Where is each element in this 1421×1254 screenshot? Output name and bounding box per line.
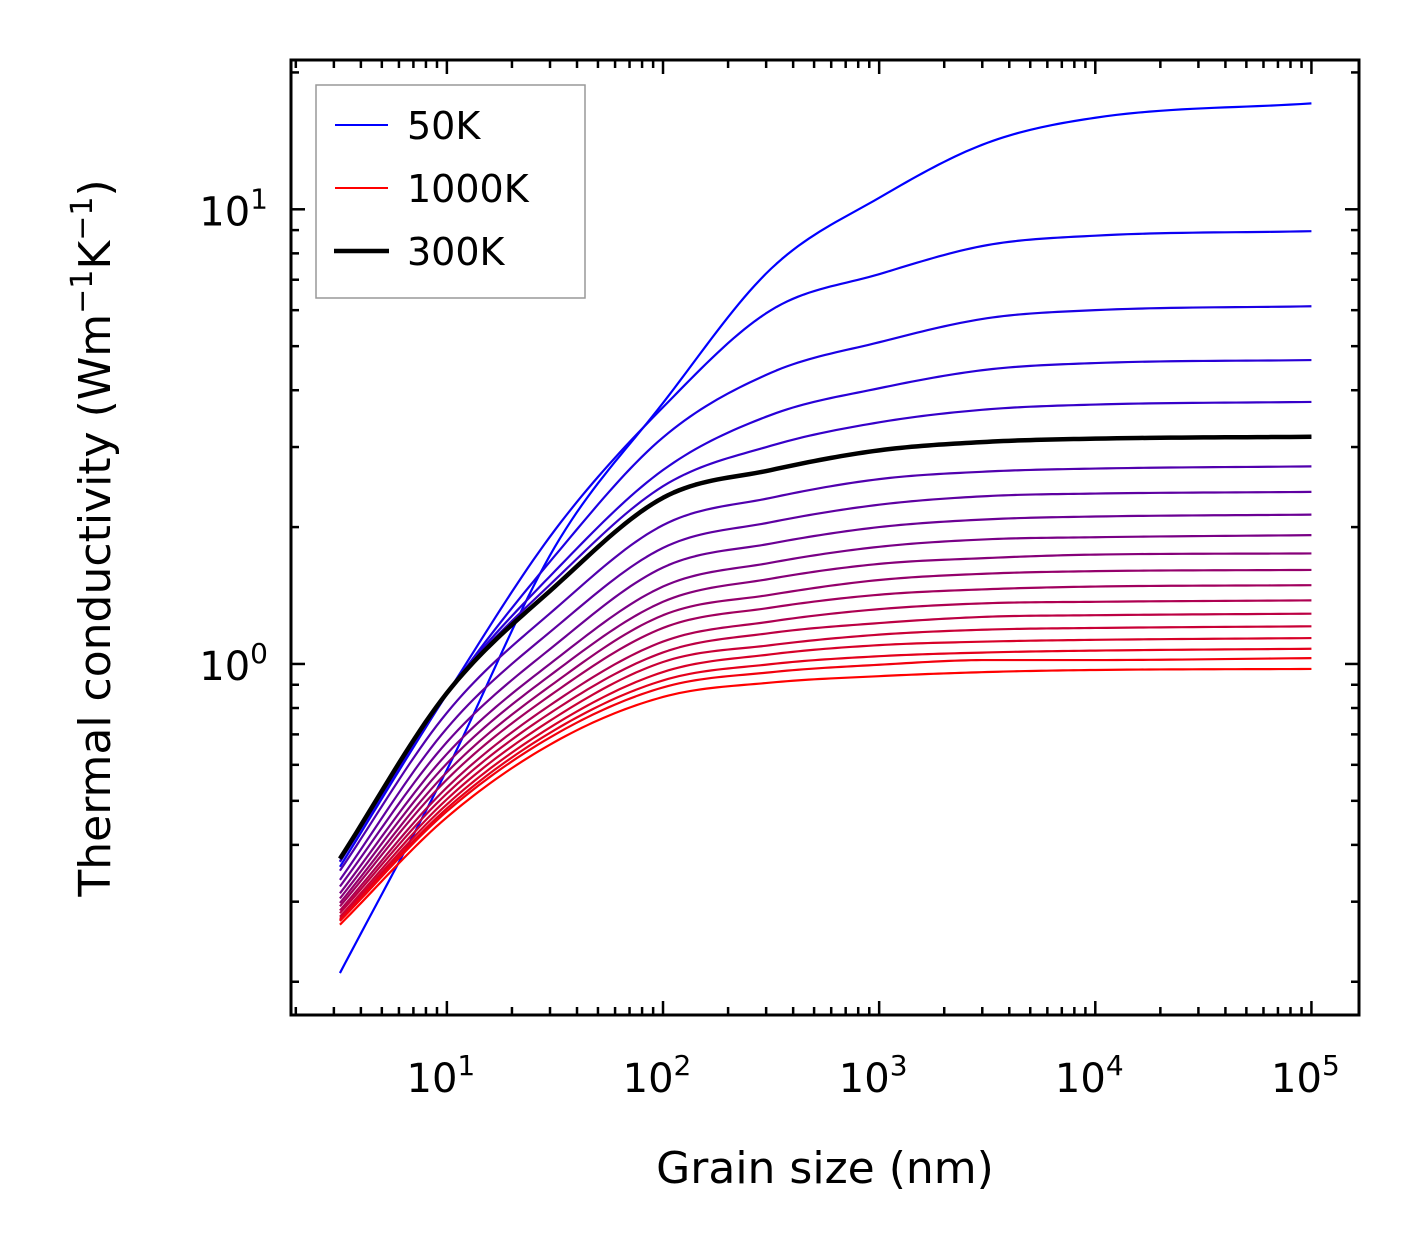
legend-label-300k: 300K	[407, 230, 506, 274]
legend-label-50k: 50K	[407, 104, 481, 148]
legend: 50K 1000K 300K	[315, 84, 586, 299]
x-tick-label-exp: 4	[1106, 1049, 1124, 1082]
curve-900k	[339, 647, 1312, 922]
x-tick-label-exp: 5	[1322, 1049, 1340, 1082]
legend-box	[315, 84, 586, 299]
x-tick-label: 104	[1055, 1049, 1124, 1102]
curve-highlight-300k	[338, 434, 1312, 860]
curve-350k	[339, 465, 1312, 872]
y-tick-label-base: 10	[199, 189, 250, 235]
x-tick-label-exp: 1	[457, 1049, 475, 1082]
curve-950k	[339, 657, 1312, 922]
curve-450k	[339, 513, 1312, 888]
y-axis-label-end: )	[70, 179, 121, 196]
y-axis-label-mid: K	[70, 240, 121, 270]
x-tick-label-exp: 2	[674, 1049, 692, 1082]
x-tick-label: 105	[1271, 1049, 1340, 1102]
y-axis-label-sup1: −1	[65, 270, 100, 314]
curves-group	[338, 102, 1312, 974]
curve-200k	[339, 358, 1312, 862]
curve-800k	[339, 625, 1312, 918]
x-tick-label-base: 10	[839, 1056, 890, 1102]
plot-frame	[289, 58, 1361, 1017]
curve-50k	[338, 102, 1312, 974]
y-tick-label-base: 10	[199, 644, 250, 690]
x-tick-label-base: 10	[1271, 1056, 1322, 1102]
x-tick-labels: 101 102 103 104 105	[407, 1049, 1340, 1102]
x-tick-label-exp: 3	[890, 1049, 908, 1082]
legend-label-1000k: 1000K	[407, 167, 530, 211]
y-tick-label: 101	[199, 182, 268, 235]
curve-700k	[339, 599, 1312, 912]
curve-400k	[339, 490, 1312, 881]
x-tick-label: 101	[407, 1049, 476, 1102]
curve-500k	[339, 534, 1312, 894]
y-axis-label-main: Thermal conductivity (Wm	[70, 314, 121, 898]
x-tick-label-base: 10	[623, 1056, 674, 1102]
x-tick-label-base: 10	[1055, 1056, 1106, 1102]
curve-600k	[339, 568, 1312, 904]
curve-750k	[339, 612, 1312, 914]
y-tick-label-exp: 0	[250, 637, 268, 670]
y-tick-label-exp: 1	[250, 182, 268, 215]
x-tick-label: 102	[623, 1049, 692, 1102]
y-axis-label-sup2: −1	[65, 197, 100, 241]
curve-1000k	[339, 667, 1312, 926]
curve-550k	[339, 552, 1312, 900]
x-axis-label: Grain size (nm)	[656, 1143, 994, 1194]
y-tick-label: 100	[199, 637, 268, 690]
x-tick-label-base: 10	[407, 1056, 458, 1102]
curve-100k	[338, 230, 1312, 868]
curve-650k	[339, 584, 1312, 908]
curve-150k	[339, 305, 1312, 863]
y-axis-label: Thermal conductivity (Wm−1K−1)	[65, 179, 121, 897]
x-tick-label: 103	[839, 1049, 908, 1102]
curve-850k	[339, 636, 1312, 920]
